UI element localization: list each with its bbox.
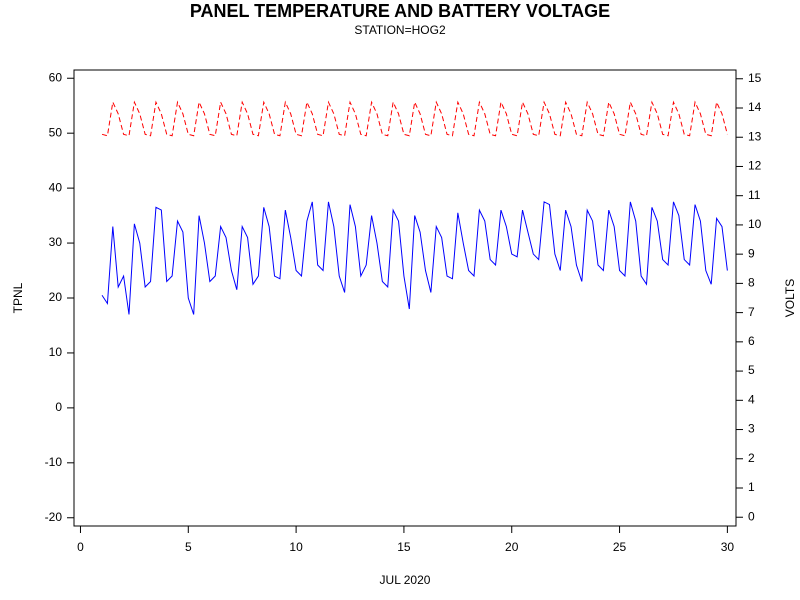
y-tick-label: -20 <box>45 510 63 524</box>
x-tick-label: 10 <box>289 540 303 554</box>
y2-tick-label: 1 <box>748 480 755 494</box>
y2-tick-label: 2 <box>748 451 755 465</box>
y2-tick-label: 9 <box>748 246 755 260</box>
y2-tick-label: 0 <box>748 509 755 523</box>
x-tick-label: 0 <box>77 540 84 554</box>
y2-tick-label: 4 <box>748 392 755 406</box>
chart-title: PANEL TEMPERATURE AND BATTERY VOLTAGE <box>190 1 610 21</box>
y-tick-label: -10 <box>45 455 63 469</box>
y-tick-label: 10 <box>49 345 63 359</box>
y2-tick-label: 8 <box>748 276 755 290</box>
y-tick-label: 40 <box>49 180 63 194</box>
y2-tick-label: 13 <box>748 129 762 143</box>
y-tick-label: 30 <box>49 235 63 249</box>
x-tick-label: 5 <box>185 540 192 554</box>
y2-tick-label: 14 <box>748 100 762 114</box>
y-axis-label: TPNL <box>11 282 25 313</box>
y-tick-label: 50 <box>49 125 63 139</box>
plot-frame <box>73 69 737 527</box>
x-tick-label: 20 <box>505 540 519 554</box>
y-tick-label: 20 <box>49 290 63 304</box>
x-tick-label: 30 <box>721 540 735 554</box>
y2-axis-label: VOLTS <box>783 279 797 317</box>
x-axis-label: JUL 2020 <box>380 573 431 587</box>
y-tick-label: 60 <box>49 70 63 84</box>
chart-subtitle: STATION=HOG2 <box>354 23 446 37</box>
y2-tick-label: 11 <box>748 188 761 202</box>
y-tick-label: 0 <box>55 400 62 414</box>
series-line <box>101 100 728 137</box>
y2-tick-label: 15 <box>748 71 762 85</box>
y2-tick-label: 10 <box>748 217 762 231</box>
y2-tick-label: 7 <box>748 305 755 319</box>
y2-tick-label: 6 <box>748 334 755 348</box>
y2-tick-label: 12 <box>748 159 762 173</box>
series-line <box>101 201 728 315</box>
x-tick-label: 15 <box>397 540 411 554</box>
x-tick-label: 25 <box>613 540 627 554</box>
y2-tick-label: 3 <box>748 422 755 436</box>
y2-tick-label: 5 <box>748 363 755 377</box>
